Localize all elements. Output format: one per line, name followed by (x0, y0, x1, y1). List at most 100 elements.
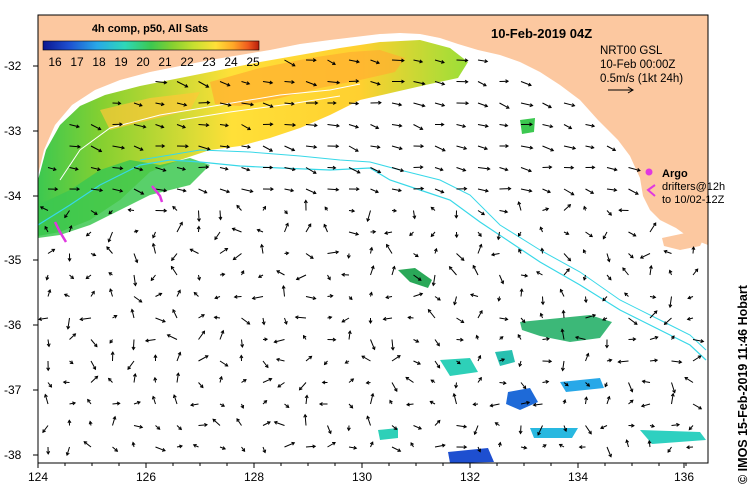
current-vector-head (475, 334, 480, 339)
current-vector-head (517, 333, 522, 338)
lon-tick-label: 136 (674, 470, 694, 484)
current-vector (284, 167, 296, 171)
current-vector-head (291, 80, 295, 85)
current-vector-head (178, 426, 182, 431)
current-vector (112, 446, 118, 452)
current-vector (499, 210, 508, 213)
current-vector-head (618, 208, 623, 213)
current-vector (386, 296, 393, 299)
current-vector (219, 330, 224, 340)
current-vector-head (560, 328, 565, 333)
current-vector-head (355, 232, 360, 236)
current-vector-head (156, 426, 161, 430)
current-vector (44, 226, 49, 233)
current-vector-head (505, 144, 510, 149)
current-vector-head (332, 101, 337, 105)
current-vector (348, 124, 359, 128)
current-vector (127, 360, 135, 370)
current-vector (47, 248, 55, 254)
current-vector (499, 102, 510, 109)
current-vector (219, 102, 231, 106)
current-vector (47, 289, 51, 297)
current-vector (69, 333, 76, 340)
current-vector-head (365, 380, 370, 385)
shelf-contour (38, 159, 707, 361)
current-vector (284, 223, 289, 233)
current-vector-head (314, 100, 319, 105)
current-vector-head (170, 265, 175, 270)
current-vector-head (273, 420, 278, 425)
current-vector (477, 244, 482, 254)
current-vector-head (566, 268, 570, 272)
current-vector-head (349, 404, 354, 409)
current-vector (692, 339, 704, 342)
current-vector-head (463, 445, 468, 450)
current-vector (112, 145, 125, 149)
current-vector-head (606, 258, 611, 263)
current-vector (262, 378, 272, 383)
current-vector-head (564, 382, 569, 387)
colorbar-gradient (42, 40, 260, 51)
current-vector (370, 124, 379, 129)
current-vector-head (440, 122, 445, 127)
current-vector (152, 396, 156, 405)
current-vector-head (96, 167, 101, 172)
current-vector-head (67, 419, 72, 424)
current-vector (284, 317, 288, 325)
current-vector-head (590, 145, 595, 150)
current-vector-head (427, 308, 432, 313)
current-vector-head (624, 292, 628, 297)
current-vector-head (398, 102, 403, 107)
current-vector-head (460, 257, 465, 261)
current-vector-head (161, 144, 166, 149)
current-vector (520, 382, 527, 389)
current-vector-head (276, 270, 281, 274)
current-vector-head (42, 429, 46, 434)
current-vector-head (224, 166, 229, 171)
current-vector-head (75, 124, 80, 129)
current-vector (348, 446, 357, 449)
current-vector-head (294, 315, 299, 320)
current-vector-head (335, 144, 340, 149)
colorbar-tick: 20 (136, 55, 150, 69)
current-vector (499, 124, 508, 127)
current-vector-head (246, 321, 251, 325)
current-vector (90, 339, 98, 347)
current-vector-head (38, 317, 42, 321)
current-vector-head (539, 226, 544, 231)
current-vector-head (484, 103, 489, 108)
current-vector-head (589, 233, 593, 238)
current-vector (664, 317, 672, 325)
current-vector-head (85, 232, 90, 237)
current-vector-head (548, 359, 553, 364)
sst-patch-2 (520, 315, 612, 342)
current-vector-head (290, 101, 295, 106)
current-vector (133, 296, 142, 303)
current-vector (274, 421, 285, 426)
current-vector-head (97, 126, 102, 131)
current-vector-head (507, 186, 512, 191)
current-vector-head (285, 251, 290, 256)
current-vector-head (161, 319, 166, 323)
current-vector-head (697, 355, 702, 359)
current-vector-head (632, 233, 637, 237)
current-vector (276, 270, 285, 276)
current-vector-head (85, 275, 90, 280)
current-vector-head (328, 315, 333, 320)
current-vector (413, 102, 425, 107)
current-vector (456, 339, 463, 341)
current-vector (562, 310, 565, 319)
current-arrows (38, 58, 705, 458)
current-vector-head (588, 430, 592, 435)
current-vector (520, 167, 532, 172)
plot-frame (37, 14, 709, 464)
sst-patch-6 (560, 378, 604, 392)
current-vector (219, 167, 228, 170)
current-vector-head (654, 335, 659, 340)
current-vector (562, 360, 565, 371)
current-vector (305, 445, 316, 448)
current-vector-head (452, 392, 457, 397)
current-vector (497, 231, 500, 240)
current-vector (434, 296, 441, 301)
current-vector-head (370, 265, 375, 270)
